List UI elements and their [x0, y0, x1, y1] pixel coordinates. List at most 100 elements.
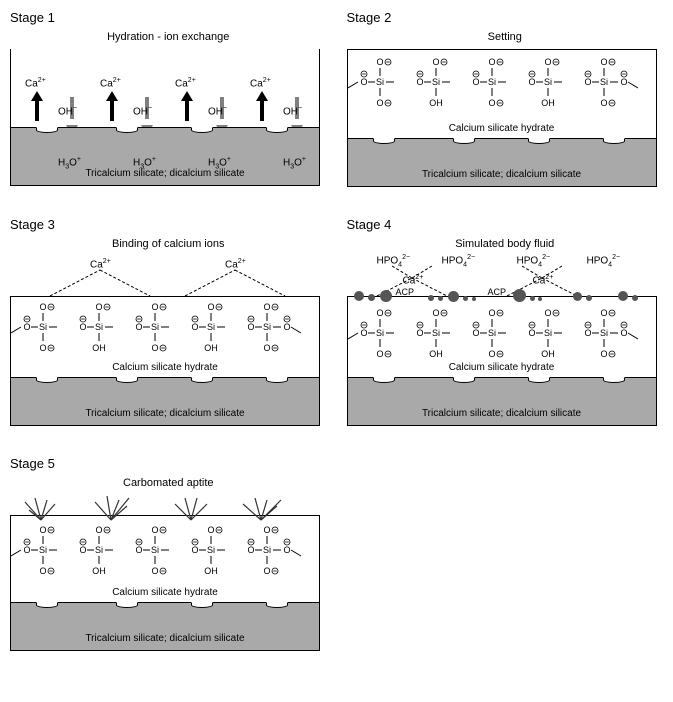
svg-text:O: O — [79, 545, 86, 555]
stage-3-subtitle: Binding of calcium ions — [10, 238, 327, 252]
pit-icon — [603, 138, 625, 144]
stage-3-base: Tricalcium silicate; dicalcium silicate — [11, 377, 319, 425]
svg-text:O: O — [600, 308, 607, 318]
stage-3-ions: Ca2+ Ca2+ — [10, 256, 320, 296]
stage-3-panel: OSiOOOSiOOHOSiOOOSiOOHOSiOOO Calcium sil… — [10, 296, 320, 426]
pit-icon — [373, 138, 395, 144]
stage-4-base: Tricalcium silicate; dicalcium silicate — [348, 377, 656, 425]
hydrate-label: Calcium silicate hydrate — [348, 123, 656, 134]
stage-1: Stage 1 Hydration - ion exchange Ca2+ Ca… — [10, 10, 327, 187]
svg-text:O: O — [544, 308, 551, 318]
svg-text:O: O — [247, 545, 254, 555]
svg-text:O: O — [432, 57, 439, 67]
pit-icon — [266, 127, 288, 133]
svg-text:O: O — [544, 57, 551, 67]
svg-text:O: O — [488, 57, 495, 67]
stage-1-title: Stage 1 — [10, 10, 327, 25]
svg-text:Si: Si — [151, 545, 159, 555]
base-label: Tricalcium silicate; dicalcium silicate — [348, 169, 656, 180]
svg-text:O: O — [207, 525, 214, 535]
ion-oh-label: OH− — [208, 105, 227, 117]
stage-1-base: H3O+ H3O+ H3O+ H3O+ Tricalcium silicate;… — [11, 127, 319, 185]
arrow-up-icon — [256, 91, 268, 121]
arrow-up-icon — [31, 91, 43, 121]
svg-text:O: O — [528, 77, 535, 87]
ion-oh-label: OH− — [58, 105, 77, 117]
ion-ca-label: Ca2+ — [533, 274, 554, 286]
ion-ca-label: Ca2+ — [25, 77, 46, 89]
svg-text:O: O — [416, 328, 423, 338]
pit-icon — [528, 377, 550, 383]
base-label: Tricalcium silicate; dicalcium silicate — [11, 408, 319, 419]
svg-text:Si: Si — [263, 322, 271, 332]
pit-icon — [266, 602, 288, 608]
svg-text:O: O — [135, 545, 142, 555]
svg-text:O: O — [151, 302, 158, 312]
svg-text:O: O — [191, 322, 198, 332]
stage-5-title: Stage 5 — [10, 456, 327, 471]
svg-text:O: O — [488, 308, 495, 318]
apatite-needles-icon — [11, 492, 321, 522]
stage-2-base: Tricalcium silicate; dicalcium silicate — [348, 138, 656, 186]
svg-text:O: O — [472, 328, 479, 338]
svg-text:O: O — [584, 77, 591, 87]
pit-icon — [191, 602, 213, 608]
svg-text:O: O — [620, 328, 627, 338]
stage-4: Stage 4 Simulated body fluid HPO42− HPO4… — [347, 217, 664, 426]
svg-text:Si: Si — [207, 322, 215, 332]
ion-hpo4-label: HPO42− — [442, 254, 476, 268]
base-label: Tricalcium silicate; dicalcium silicate — [11, 633, 319, 644]
svg-text:O: O — [95, 525, 102, 535]
svg-text:OH: OH — [92, 343, 106, 353]
pit-icon — [116, 377, 138, 383]
svg-text:O: O — [360, 328, 367, 338]
svg-text:O: O — [39, 525, 46, 535]
pit-icon — [528, 138, 550, 144]
pit-icon — [116, 127, 138, 133]
svg-text:Si: Si — [431, 328, 439, 338]
pit-icon — [453, 377, 475, 383]
svg-text:O: O — [151, 525, 158, 535]
svg-text:O: O — [23, 322, 30, 332]
pit-icon — [191, 377, 213, 383]
svg-text:O: O — [151, 343, 158, 353]
svg-text:Si: Si — [487, 328, 495, 338]
base-label: Tricalcium silicate; dicalcium silicate — [11, 168, 319, 179]
stage-2-hydrate: OSiOOOSiOOHOSiOOOSiOOHOSiOOO Calcium sil… — [348, 50, 656, 138]
svg-text:Si: Si — [207, 545, 215, 555]
svg-text:Si: Si — [599, 328, 607, 338]
stage-2-title: Stage 2 — [347, 10, 664, 25]
stage-2: Stage 2 Setting OSiOOOSiOOHOSiOOOSiOOHOS… — [347, 10, 664, 187]
ion-oh-label: OH− — [283, 105, 302, 117]
stage-5-base: Tricalcium silicate; dicalcium silicate — [11, 602, 319, 650]
svg-text:O: O — [600, 349, 607, 359]
svg-text:O: O — [79, 322, 86, 332]
svg-text:Si: Si — [375, 328, 383, 338]
pit-icon — [36, 602, 58, 608]
svg-text:OH: OH — [92, 566, 106, 576]
stage-5-subtitle: Carbomated aptite — [10, 477, 327, 491]
silicate-chain-icon: OSiOOOSiOOHOSiOOOSiOOHOSiOOO — [11, 520, 321, 580]
svg-text:O: O — [247, 322, 254, 332]
silicate-chain-icon: OSiOOOSiOOHOSiOOOSiOOHOSiOOO — [348, 303, 658, 363]
stage-2-subtitle: Setting — [347, 31, 664, 45]
svg-text:OH: OH — [429, 349, 443, 359]
svg-text:O: O — [360, 77, 367, 87]
svg-text:O: O — [376, 98, 383, 108]
arrow-up-icon — [181, 91, 193, 121]
pit-icon — [453, 138, 475, 144]
svg-text:Si: Si — [431, 77, 439, 87]
stage-3-hydrate: OSiOOOSiOOHOSiOOOSiOOHOSiOOO Calcium sil… — [11, 297, 319, 377]
svg-text:Si: Si — [39, 322, 47, 332]
acp-dots: ACP ACP — [348, 291, 656, 303]
svg-text:O: O — [283, 545, 290, 555]
svg-text:O: O — [472, 77, 479, 87]
pit-icon — [36, 377, 58, 383]
svg-text:O: O — [191, 545, 198, 555]
pit-icon — [266, 377, 288, 383]
svg-text:Si: Si — [599, 77, 607, 87]
ion-ca-label: Ca2+ — [403, 274, 424, 286]
svg-text:O: O — [23, 545, 30, 555]
stage-1-subtitle: Hydration - ion exchange — [10, 31, 327, 45]
silicate-chain-icon: OSiOOOSiOOHOSiOOOSiOOHOSiOOO — [11, 297, 321, 357]
